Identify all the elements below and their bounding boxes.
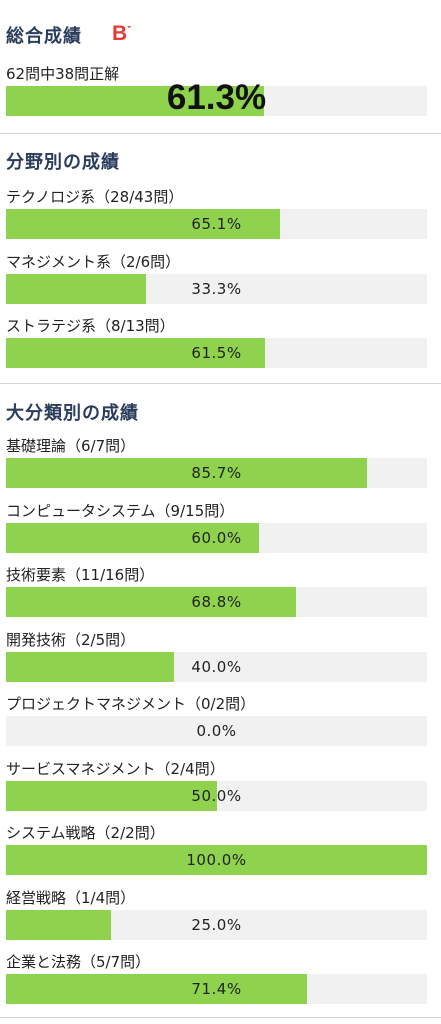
score-bar: 85.7% [6, 458, 427, 488]
category-title: 大分類別の成績 [6, 403, 139, 424]
score-bar: 50.0% [6, 780, 427, 811]
score-label: システム戦略（2/2問） [6, 824, 165, 842]
score-bar-fill [6, 909, 112, 940]
field-title: 分野別の成績 [6, 152, 120, 173]
overall-title: 総合成績 [6, 26, 82, 47]
score-bar: 0.0% [6, 716, 427, 746]
score-label: サービスマネジメント（2/4問） [6, 759, 225, 778]
score-label: コンピュータシステム（9/15問） [6, 501, 235, 520]
score-bar: 68.8% [6, 587, 427, 617]
score-label: マネジメント系（2/6問） [6, 252, 181, 271]
grade-badge: B- [112, 19, 132, 46]
score-bar-fill [6, 651, 175, 682]
score-percent: 71.4% [191, 980, 242, 998]
score-percent: 85.7% [191, 464, 242, 482]
score-bar-fill [6, 458, 367, 488]
score-bar: 71.4% [6, 974, 427, 1004]
score-percent: 40.0% [191, 657, 242, 676]
grade-mark: - [127, 19, 132, 33]
score-bar-fill [6, 273, 147, 304]
score-bar-fill [6, 338, 265, 368]
overall-summary: 62問中38問正解 [6, 65, 120, 83]
score-label: ストラテジ系（8/13問） [6, 317, 175, 335]
score-bar: 60.0% [6, 522, 427, 553]
score-percent: 68.8% [191, 593, 242, 611]
score-bar-fill [6, 587, 296, 617]
score-label: プロジェクトマネジメント（0/2問） [6, 695, 256, 713]
score-percent: 25.0% [191, 915, 242, 934]
score-label: テクノロジ系（28/43問） [6, 188, 184, 206]
overall-percent: 61.3% [166, 78, 267, 117]
score-bar-fill [6, 522, 259, 553]
score-bar: 100.0% [6, 845, 427, 875]
score-label: 企業と法務（5/7問） [6, 953, 151, 971]
score-bar: 25.0% [6, 909, 427, 940]
score-bar-fill [6, 780, 217, 811]
score-label: 経営戦略（1/4問） [6, 888, 136, 907]
overall-bar: 61.3% [6, 78, 427, 117]
score-percent: 33.3% [191, 279, 242, 298]
score-bar: 65.1% [6, 209, 427, 239]
score-percent: 60.0% [191, 528, 242, 547]
overall-bar-fill [6, 86, 265, 116]
score-bar-fill [6, 209, 281, 239]
score-label: 技術要素（11/16問） [6, 566, 155, 584]
score-bar-fill [6, 845, 427, 875]
score-bar: 61.5% [6, 338, 427, 368]
score-label: 基礎理論（6/7問） [6, 437, 136, 455]
grade-letter: B [112, 22, 128, 45]
score-percent: 65.1% [191, 215, 242, 233]
divider [0, 383, 441, 384]
score-bar-fill [6, 974, 307, 1004]
score-label: 開発技術（2/5問） [6, 630, 136, 649]
divider [0, 133, 441, 134]
score-percent: 50.0% [191, 786, 242, 805]
divider [0, 1017, 441, 1018]
score-percent: 0.0% [196, 722, 237, 740]
score-percent: 100.0% [186, 851, 247, 869]
score-percent: 61.5% [191, 344, 242, 362]
score-bar: 40.0% [6, 651, 427, 682]
score-bar: 33.3% [6, 273, 427, 304]
